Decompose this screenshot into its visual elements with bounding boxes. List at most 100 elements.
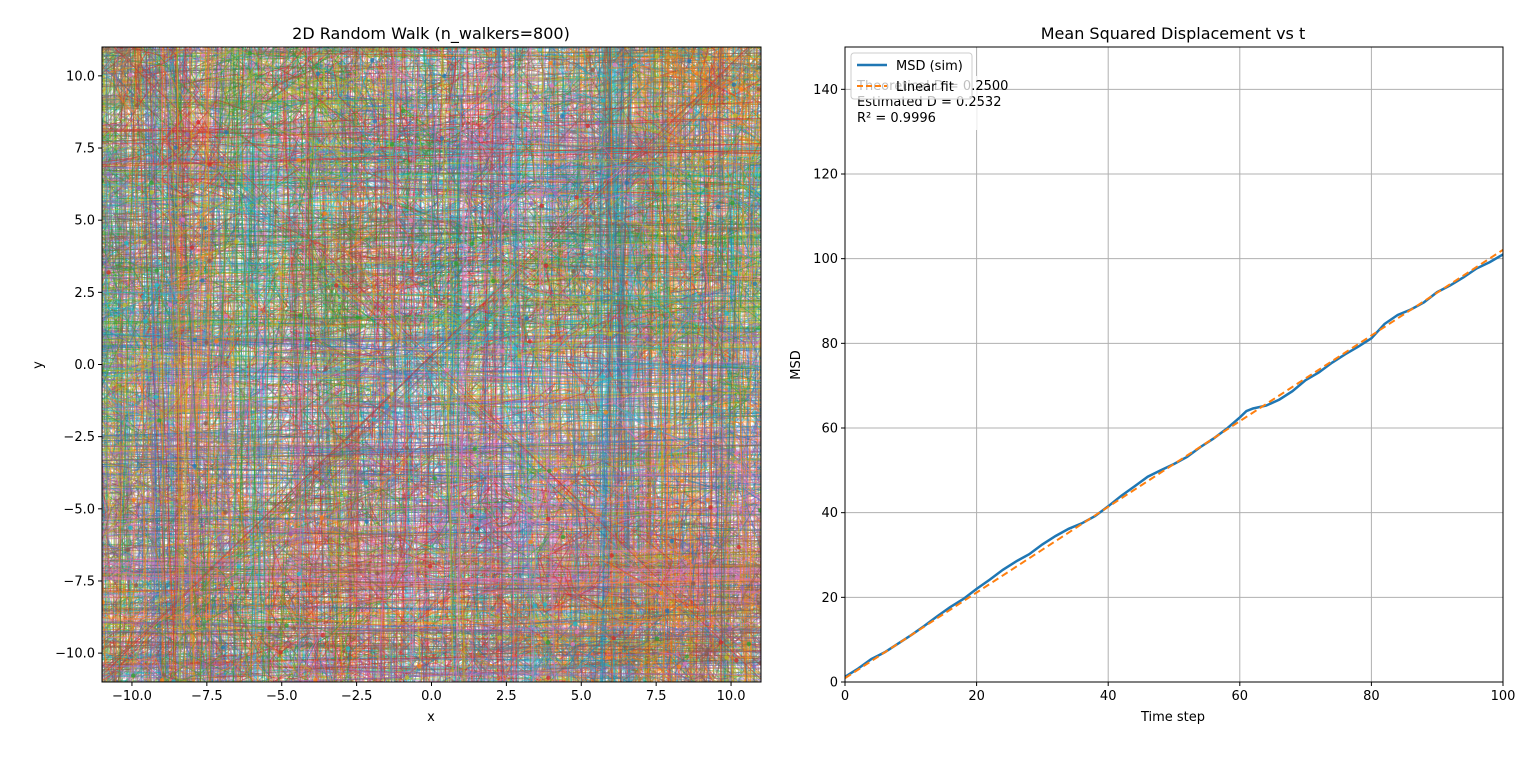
- walker-endpoint: [758, 508, 761, 513]
- walker-endpoint: [167, 302, 173, 307]
- walker-endpoint: [201, 53, 206, 58]
- walker-endpoint: [713, 507, 718, 513]
- left-y-tick-label: −10.0: [55, 647, 95, 662]
- walker-endpoint: [404, 445, 410, 451]
- walker-endpoint: [94, 239, 98, 243]
- walker-endpoint: [497, 635, 502, 640]
- right-grid: [844, 47, 1504, 683]
- walker-endpoint: [131, 673, 136, 678]
- walker-endpoint: [539, 203, 544, 208]
- walker-endpoint: [297, 313, 303, 318]
- left-x-tick-label: 5.0: [571, 689, 592, 704]
- walker-endpoint: [608, 331, 613, 337]
- walker-endpoint: [454, 261, 459, 266]
- walker-path: [102, 47, 761, 508]
- walker-endpoint: [478, 137, 483, 142]
- walker-endpoint: [278, 650, 283, 655]
- walker-endpoint: [624, 180, 629, 186]
- left-y-ticks: −10.0 −7.5 −5.0 −2.5 0.0 2.5 5.0 7.5 10.0: [55, 69, 102, 662]
- walker-endpoint: [600, 98, 606, 103]
- walker-endpoint: [704, 183, 709, 188]
- left-y-tick-label: −2.5: [63, 430, 95, 445]
- walker-endpoint: [746, 641, 752, 647]
- walker-endpoint: [458, 189, 464, 194]
- left-y-tick-label: 5.0: [74, 214, 95, 229]
- walker-endpoint: [423, 431, 428, 437]
- walker-endpoint: [158, 700, 162, 704]
- left-x-tick-label: −2.5: [341, 689, 373, 704]
- walker-endpoint: [223, 313, 229, 319]
- walker-endpoint: [207, 258, 212, 264]
- walker-endpoint: [497, 211, 502, 216]
- walker-endpoint: [315, 71, 321, 77]
- random-walk-panel: 2D Random Walk (n_walkers=800) −10.0 −7.5…: [31, 16, 769, 725]
- right-x-tick-label: 0: [841, 689, 849, 704]
- walker-endpoint: [104, 94, 109, 99]
- walker-endpoint: [442, 73, 447, 79]
- walker-endpoint: [690, 296, 695, 301]
- right-y-tick-label: 40: [821, 506, 838, 521]
- walker-endpoint: [523, 127, 528, 132]
- walker-endpoint: [702, 358, 708, 363]
- walker-endpoint: [513, 346, 518, 351]
- walker-endpoint: [319, 516, 324, 521]
- walker-endpoint: [446, 18, 450, 22]
- walker-endpoint: [345, 646, 351, 651]
- walker-endpoint: [224, 130, 229, 135]
- walker-endpoint: [654, 54, 659, 59]
- walker-endpoint: [570, 642, 576, 647]
- walker-endpoint: [277, 706, 281, 710]
- walker-endpoint: [733, 113, 738, 118]
- walker-endpoint: [314, 470, 319, 475]
- walker-endpoint: [764, 428, 768, 432]
- walker-endpoint: [698, 375, 704, 380]
- walker-endpoint: [217, 40, 221, 44]
- right-y-tick-label: 60: [821, 422, 838, 437]
- walker-endpoint: [200, 278, 205, 283]
- walker-endpoint: [203, 421, 208, 426]
- walker-endpoint: [203, 225, 208, 231]
- legend-label-msd: MSD (sim): [896, 59, 963, 74]
- walker-endpoint: [389, 142, 395, 147]
- walker-endpoint: [106, 172, 111, 177]
- walker-endpoint: [705, 160, 711, 165]
- walker-endpoint: [528, 539, 533, 545]
- walker-endpoint: [708, 505, 713, 510]
- left-y-tick-label: −7.5: [63, 574, 95, 589]
- walker-endpoint: [141, 294, 146, 299]
- walker-endpoint: [384, 403, 389, 409]
- walker-endpoint: [600, 374, 606, 379]
- walker-endpoint: [147, 20, 151, 24]
- left-y-tick-label: 10.0: [66, 69, 95, 84]
- left-y-tick-label: 2.5: [74, 286, 95, 301]
- left-x-tick-label: 10.0: [717, 689, 746, 704]
- right-x-tick-label: 100: [1491, 689, 1516, 704]
- walker-endpoint: [125, 547, 131, 553]
- walker-endpoint: [765, 396, 769, 400]
- walker-endpoint: [470, 454, 475, 460]
- walker-endpoint: [370, 58, 375, 63]
- annotation-line-3: R² = 0.9996: [857, 111, 936, 126]
- msd-series: [845, 248, 1503, 680]
- walker-endpoint: [666, 218, 671, 223]
- walker-endpoint: [84, 340, 88, 344]
- walker-endpoint: [472, 446, 477, 452]
- right-y-axis-label: MSD: [789, 350, 804, 379]
- left-x-tick-label: 0.0: [421, 689, 442, 704]
- left-y-tick-label: 7.5: [74, 142, 95, 157]
- walker-endpoint: [498, 16, 502, 20]
- walker-endpoint: [127, 72, 133, 78]
- walker-endpoint: [605, 19, 609, 23]
- walker-endpoint: [244, 186, 249, 191]
- walker-endpoint: [500, 348, 505, 354]
- right-x-tick-label: 20: [968, 689, 985, 704]
- walker-endpoint: [288, 531, 293, 537]
- msd-sim-line: [845, 253, 1503, 678]
- walker-endpoint: [277, 94, 283, 100]
- left-chart-title: 2D Random Walk (n_walkers=800): [292, 24, 570, 44]
- walker-endpoint: [716, 204, 721, 209]
- left-y-axis-label: y: [31, 361, 46, 369]
- walker-endpoint: [705, 497, 710, 503]
- walker-path: [102, 47, 761, 682]
- walker-endpoint: [122, 302, 127, 308]
